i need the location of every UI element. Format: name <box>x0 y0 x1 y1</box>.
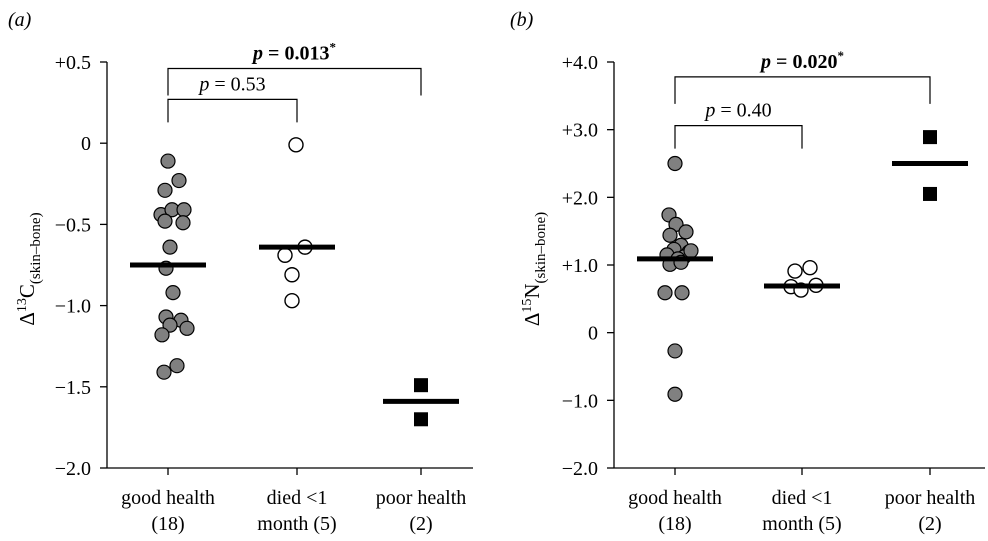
data-point-open-circle <box>284 293 300 309</box>
data-point-open-circle <box>277 247 293 263</box>
y-axis-label-superscript: 15 <box>520 299 535 313</box>
p-value-number: = 0.013 <box>263 42 329 64</box>
data-point-grey-circle <box>162 239 178 255</box>
p-value-significance: * <box>837 48 844 63</box>
y-tick-label: 0 <box>588 323 598 345</box>
x-category-label: (2) <box>918 513 941 535</box>
data-point-grey-circle <box>176 202 192 218</box>
p-value-number: = 0.53 <box>209 73 265 95</box>
y-tick-label: −2.0 <box>55 458 91 480</box>
data-point-grey-circle <box>678 224 694 240</box>
x-category-label: (2) <box>409 513 432 535</box>
p-value-number: = 0.020 <box>771 51 837 73</box>
comparison-bracket <box>674 76 931 104</box>
data-point-grey-circle <box>171 172 187 189</box>
y-tick-label: −1.0 <box>55 296 91 318</box>
data-point-square <box>414 412 428 427</box>
x-category-label: died <1 <box>772 487 833 509</box>
data-point-grey-circle <box>157 213 173 229</box>
x-category-label: month (5) <box>257 513 336 535</box>
x-category-label: (18) <box>658 513 691 535</box>
data-point-grey-circle <box>157 182 173 198</box>
x-category-label: poor health <box>376 487 467 509</box>
p-value-label: p = 0.020* <box>759 48 844 73</box>
data-point-open-circle <box>787 263 803 279</box>
y-axis-label-subscript: (skin–bone) <box>533 212 549 284</box>
data-point-grey-circle <box>662 227 678 243</box>
panel-b: (b) +4.0 +3.0 +2.0 +1.0 0 −1.0 −2.0 good health (… <box>510 9 985 535</box>
data-point-grey-circle <box>667 386 683 402</box>
y-tick-label: +2.0 <box>562 187 598 209</box>
data-point-grey-circle <box>667 155 683 172</box>
data-point-open-circle <box>288 137 304 153</box>
p-value-label: p = 0.53 <box>197 73 265 95</box>
p-value-label: p = 0.013* <box>251 39 336 64</box>
data-point-open-circle <box>802 260 818 276</box>
data-point-grey-circle <box>674 285 690 301</box>
y-axis-label-superscript: 13 <box>15 298 30 312</box>
comparison-bracket <box>167 67 422 96</box>
y-tick-label: +3.0 <box>562 120 598 142</box>
x-category-label: good health <box>121 487 215 509</box>
panel-a: (a) +0.5 0 −0.5 −1.0 −1.5 −2.0 good health (18) d… <box>8 9 473 535</box>
data-point-grey-circle <box>683 243 699 259</box>
y-tick-label: +4.0 <box>562 52 598 74</box>
data-point-grey-circle <box>156 364 172 380</box>
data-point-grey-circle <box>657 285 673 301</box>
comparison-bracket <box>167 98 298 123</box>
data-point-grey-circle <box>169 358 185 374</box>
data-point-open-circle <box>284 267 300 283</box>
y-tick-label: +0.5 <box>55 52 91 74</box>
y-tick-label: −1.0 <box>562 390 598 412</box>
x-category-label: good health <box>628 487 722 509</box>
y-tick-label: −1.5 <box>55 377 91 399</box>
data-point-grey-circle <box>179 320 195 336</box>
data-point-square <box>923 130 937 145</box>
comparison-bracket <box>674 125 803 149</box>
p-value-symbol: p <box>703 100 715 122</box>
y-axis-label-subscript: (skin–bone) <box>28 212 44 284</box>
p-value-significance: * <box>329 39 336 54</box>
data-point-square <box>414 378 428 393</box>
y-tick-label: −0.5 <box>55 214 91 236</box>
data-point-grey-circle <box>165 285 181 301</box>
x-category-label: month (5) <box>762 513 841 535</box>
p-value-symbol: p <box>197 73 209 95</box>
data-point-grey-circle <box>162 317 178 333</box>
data-point-grey-circle <box>667 343 683 359</box>
y-tick-label: 0 <box>81 133 91 155</box>
data-point-grey-circle <box>175 215 191 231</box>
data-point-square <box>923 186 937 201</box>
p-value-number: = 0.40 <box>715 100 771 122</box>
p-value-label: p = 0.40 <box>703 100 771 122</box>
y-axis-label-element: N <box>520 283 544 298</box>
data-point-grey-circle <box>160 153 176 169</box>
y-tick-label: −2.0 <box>562 458 598 480</box>
y-axis-label-delta: Δ <box>15 312 39 326</box>
y-tick-label: +1.0 <box>562 255 598 277</box>
y-axis-label-element: C <box>15 284 39 298</box>
data-point-grey-circle <box>154 327 170 343</box>
x-category-label: died <1 <box>267 487 328 509</box>
y-axis-label: Δ13C(skin–bone) <box>15 212 44 325</box>
x-category-label: (18) <box>151 513 184 535</box>
panel-label-b: (b) <box>510 9 534 31</box>
p-value-symbol: p <box>251 42 263 64</box>
panel-label-a: (a) <box>8 9 32 31</box>
y-axis-label: Δ15N(skin–bone) <box>520 212 549 326</box>
y-axis-label-delta: Δ <box>520 313 544 327</box>
p-value-symbol: p <box>759 51 771 73</box>
x-category-label: poor health <box>885 487 976 509</box>
